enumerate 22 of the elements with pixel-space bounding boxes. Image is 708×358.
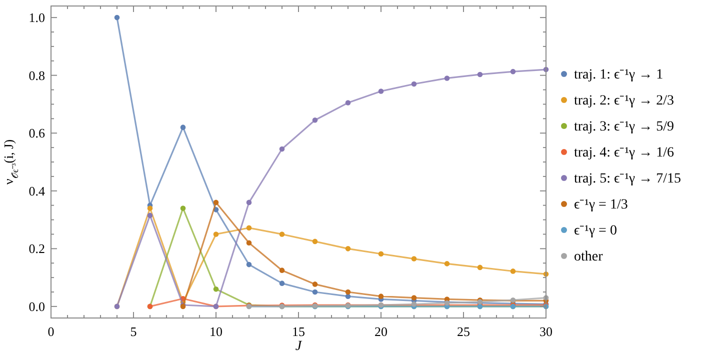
legend-label: ϵ⁻¹γ = 0 bbox=[574, 224, 617, 238]
x-tick-label: 25 bbox=[457, 324, 470, 339]
x-tick-label: 20 bbox=[374, 324, 388, 339]
y-tick-label: 1.0 bbox=[28, 10, 45, 26]
legend-label: traj. 2: ϵ⁻¹γ → 2/3 bbox=[574, 94, 674, 108]
legend-label: other bbox=[574, 250, 604, 264]
y-tick-label: 0.6 bbox=[28, 126, 46, 141]
legend-label: traj. 4: ϵ⁻¹γ → 1/6 bbox=[574, 146, 674, 160]
legend-label: traj. 5: ϵ⁻¹γ → 7/15 bbox=[574, 172, 681, 186]
x-axis-title: J bbox=[295, 339, 302, 354]
x-tick-label: 30 bbox=[540, 324, 552, 339]
x-tick-label: 5 bbox=[130, 324, 137, 339]
x-tick-label: 15 bbox=[292, 324, 305, 339]
y-tick-label: 0.0 bbox=[28, 298, 45, 314]
legend-label: ϵ⁻¹γ = 1/3 bbox=[574, 198, 628, 212]
y-tick-label: 0.4 bbox=[28, 183, 46, 198]
x-tick-label: 10 bbox=[210, 324, 222, 339]
legend-label: traj. 3: ϵ⁻¹γ → 5/9 bbox=[574, 120, 674, 134]
y-tick-label: 0.8 bbox=[28, 68, 45, 83]
x-tick-label: 0 bbox=[48, 324, 54, 339]
legend-label: traj. 1: ϵ⁻¹γ → 1 bbox=[574, 68, 664, 82]
y-tick-label: 0.2 bbox=[28, 241, 45, 256]
